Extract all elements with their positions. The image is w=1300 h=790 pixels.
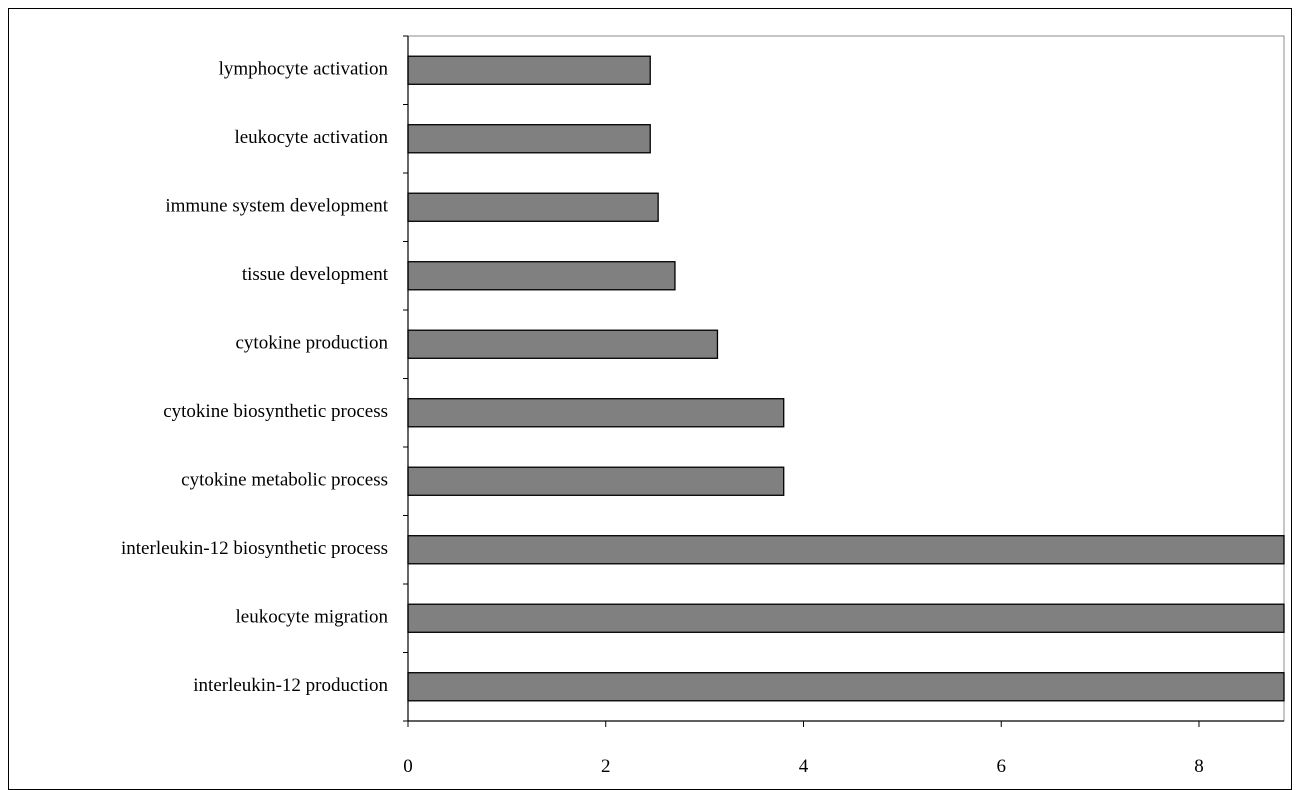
bar (407, 535, 1285, 565)
bar (407, 124, 651, 154)
x-tick-label: 0 (403, 756, 413, 777)
bar (407, 398, 785, 428)
category-label: cytokine production (236, 333, 389, 354)
bar (407, 672, 1285, 702)
bar (407, 261, 676, 291)
x-tick-label: 6 (996, 756, 1006, 777)
plot-area: lymphocyte activation leukocyte activatio… (121, 35, 1285, 777)
category-label: tissue development (242, 264, 389, 285)
x-tick-label: 8 (1194, 756, 1204, 777)
x-tick-label: 2 (601, 756, 611, 777)
category-label: interleukin-12 production (193, 675, 388, 696)
bar (407, 603, 1285, 633)
bar (407, 192, 659, 222)
x-tick-label: 4 (799, 756, 809, 777)
category-label: cytokine biosynthetic process (163, 401, 388, 422)
bar (407, 466, 785, 496)
category-label: leukocyte migration (236, 607, 389, 628)
category-label: leukocyte activation (234, 127, 388, 148)
category-label: cytokine metabolic process (181, 470, 388, 491)
bar (407, 329, 719, 359)
category-label: immune system development (165, 196, 388, 217)
category-label: lymphocyte activation (219, 59, 389, 80)
bar (407, 55, 651, 85)
category-label: interleukin-12 biosynthetic process (121, 538, 388, 559)
